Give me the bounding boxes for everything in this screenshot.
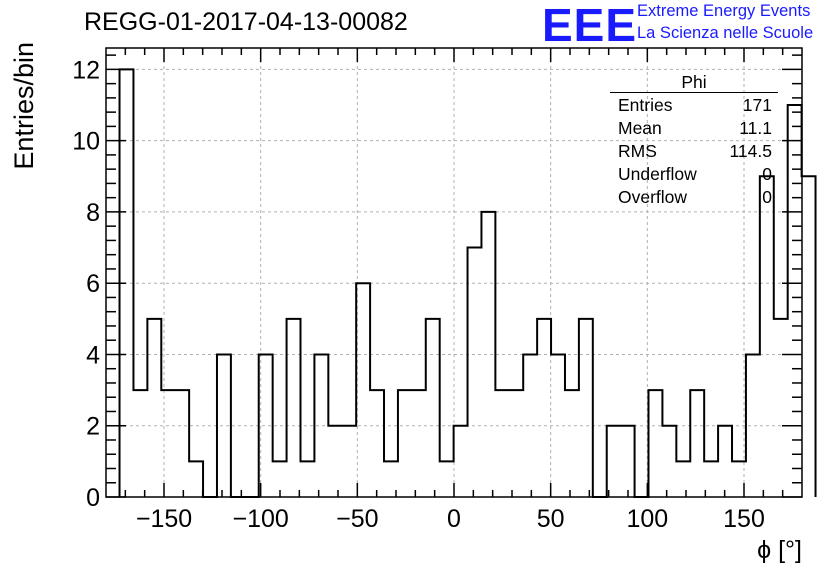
- histogram-bin: [440, 461, 454, 497]
- logo-line-1: Extreme Energy Events: [637, 2, 811, 20]
- stat-value: 114.5: [729, 141, 773, 161]
- stat-label: Overflow: [618, 187, 688, 207]
- eee-logo: EEE: [542, 0, 638, 51]
- y-tick-labels: 0 2 4 6 8 10 12: [72, 56, 100, 512]
- run-title: REGG-01-2017-04-13-00082: [84, 8, 408, 36]
- histogram-bin: [509, 390, 523, 497]
- histogram-bin: [398, 390, 412, 497]
- stats-row-underflow: Underflow 0: [610, 163, 778, 186]
- stats-divider: [610, 92, 778, 93]
- histogram-bin: [760, 176, 774, 497]
- stat-value: 171: [742, 95, 772, 115]
- x-tick-label: 50: [537, 505, 565, 533]
- stats-title: Phi: [681, 72, 707, 92]
- y-tick-label: 4: [86, 341, 100, 369]
- logo-line-2: La Scienza nelle Scuole: [637, 24, 814, 42]
- stat-label: Mean: [618, 118, 662, 138]
- histogram-bin: [537, 319, 551, 497]
- histogram-bin: [342, 426, 356, 497]
- histogram-bin: [676, 461, 690, 497]
- histogram-bin: [133, 390, 147, 497]
- histogram-bin: [314, 354, 328, 497]
- stat-value: 11.1: [739, 118, 772, 138]
- histogram-bin: [356, 283, 370, 497]
- histogram-bin: [147, 319, 161, 497]
- y-tick-label: 6: [86, 270, 100, 298]
- histogram-bin: [426, 319, 440, 497]
- stats-row-mean: Mean 11.1: [610, 117, 778, 140]
- histogram-bin: [161, 390, 175, 497]
- x-tick-label: −100: [233, 505, 289, 533]
- histogram-bin: [259, 354, 273, 497]
- histogram-bin: [774, 319, 788, 497]
- histogram-bin: [579, 319, 593, 497]
- y-tick-label: 8: [86, 199, 100, 227]
- histogram-bin: [621, 426, 635, 497]
- histogram-bin: [370, 390, 384, 497]
- stat-label: RMS: [618, 141, 657, 161]
- histogram-bin: [300, 461, 314, 497]
- stats-row-entries: Entries 171: [610, 94, 778, 117]
- histogram-bin: [607, 426, 621, 497]
- histogram-bin: [690, 390, 704, 497]
- axis-ticks: [106, 48, 802, 498]
- stats-box: Phi Entries 171 Mean 11.1 RMS 114.5 Unde…: [610, 72, 778, 209]
- y-tick-label: 0: [86, 484, 100, 512]
- stat-value: 0: [762, 187, 772, 207]
- x-axis-label: ϕ [°]: [757, 536, 802, 564]
- histogram-bin: [788, 105, 802, 497]
- y-tick-label: 10: [72, 128, 100, 156]
- stat-label: Underflow: [618, 164, 697, 184]
- histogram-bin: [565, 390, 579, 497]
- histogram-bin: [662, 426, 676, 497]
- stats-row-rms: RMS 114.5: [610, 140, 778, 163]
- histogram-bin: [189, 461, 203, 497]
- histogram-bin: [718, 426, 732, 497]
- x-tick-label: 150: [723, 505, 765, 533]
- histogram-bin: [412, 390, 426, 497]
- histogram-bin: [287, 319, 301, 497]
- x-tick-label: 100: [626, 505, 668, 533]
- histogram-bin: [175, 390, 189, 497]
- y-axis-label: Entries/bin: [9, 42, 39, 170]
- histogram-bin: [648, 390, 662, 497]
- stat-label: Entries: [618, 95, 673, 115]
- histogram-bin: [746, 354, 760, 497]
- stat-value: 0: [762, 164, 772, 184]
- histogram-bin: [704, 461, 718, 497]
- histogram-outline: [118, 68, 817, 498]
- x-tick-labels: −150 −100 −50 0 50 100 150: [136, 505, 765, 533]
- histogram-bin: [454, 426, 468, 497]
- stats-row-overflow: Overflow 0: [610, 186, 778, 209]
- histogram-bin: [551, 354, 565, 497]
- histogram-bin: [217, 354, 231, 497]
- histogram-bin: [481, 212, 495, 497]
- histogram-bin: [802, 176, 816, 497]
- x-tick-label: −150: [136, 505, 192, 533]
- histogram-bin: [495, 390, 509, 497]
- y-tick-label: 12: [72, 56, 100, 84]
- histogram-bin: [523, 354, 537, 497]
- histogram-bin: [328, 426, 342, 497]
- x-tick-label: −50: [336, 505, 378, 533]
- grid: [106, 48, 802, 497]
- x-tick-label: 0: [447, 505, 461, 533]
- histogram-bin: [468, 248, 482, 497]
- y-tick-label: 2: [86, 413, 100, 441]
